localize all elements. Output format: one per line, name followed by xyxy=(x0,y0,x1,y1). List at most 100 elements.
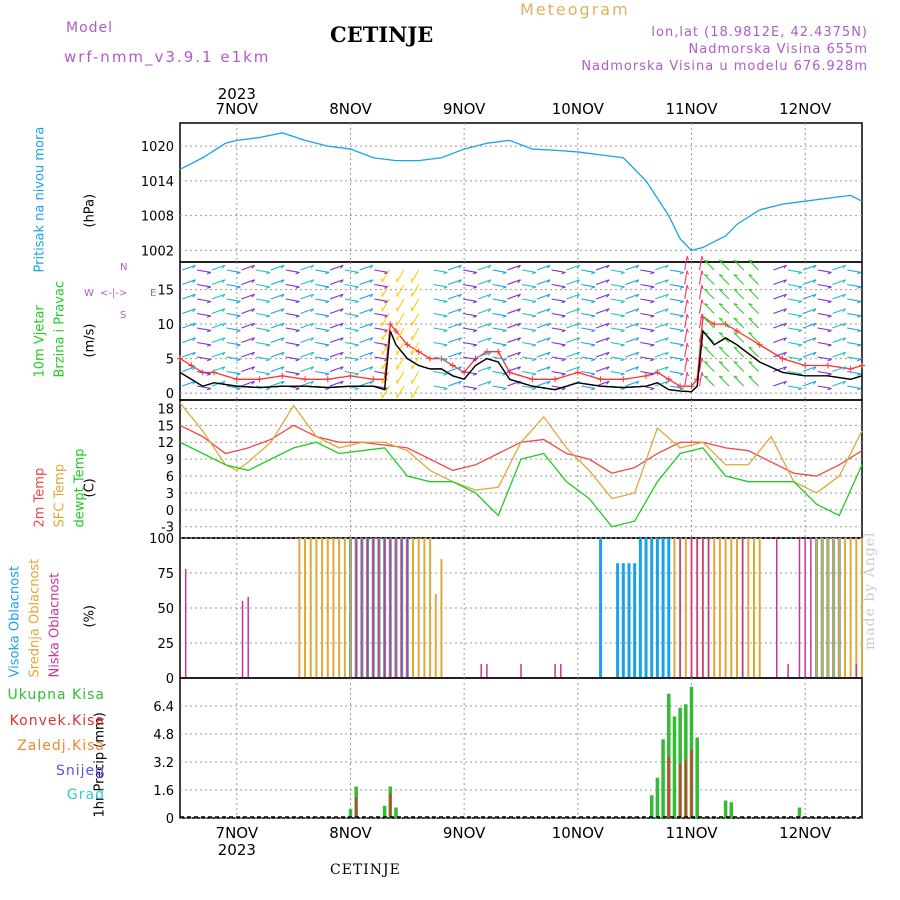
wind-arrow-head xyxy=(620,373,625,376)
wind-arrow-head xyxy=(679,286,684,289)
wind-arrow xyxy=(703,259,715,271)
wind-arrow-head xyxy=(576,293,581,298)
wind-arrow xyxy=(411,269,420,283)
wind-arrow xyxy=(595,366,610,373)
wind-arrow-head xyxy=(487,264,492,269)
wind-arrow xyxy=(847,312,862,317)
bar-4-0 xyxy=(348,809,353,818)
wind-arrow xyxy=(211,308,226,315)
top-day-label: 8NOV xyxy=(329,100,372,118)
wind-arrow xyxy=(211,366,226,373)
y-tick-label: 1014 xyxy=(141,175,174,190)
wind-arrow xyxy=(256,269,271,273)
wind-arrow-head xyxy=(812,308,817,313)
wind-arrow-head xyxy=(251,366,255,371)
wind-arrow-head xyxy=(665,380,669,385)
bar-3-0 xyxy=(638,538,642,678)
wind-arrow xyxy=(507,264,521,271)
wind-arrow-head xyxy=(236,373,241,376)
wind-arrow-head xyxy=(591,300,596,304)
wind-arrow-head xyxy=(857,373,862,376)
wind-arrow xyxy=(698,256,703,271)
wind-arrow xyxy=(374,283,389,288)
wind-arrow xyxy=(847,370,862,375)
wind-arrow-head xyxy=(606,337,610,342)
wind-arrow-head xyxy=(812,279,817,284)
wind-arrow-head xyxy=(797,344,803,347)
wind-arrow-head xyxy=(458,293,462,298)
bar-3-1 xyxy=(838,538,841,678)
wind-arrow-head xyxy=(265,387,271,391)
compass-w-label: W xyxy=(84,288,94,299)
wind-arrow xyxy=(285,327,300,331)
wind-arrow xyxy=(300,308,314,315)
wind-arrow-head xyxy=(650,387,655,391)
bar-3-2 xyxy=(241,601,244,678)
wind-arrow-head xyxy=(606,366,610,371)
wind-arrow xyxy=(448,351,462,358)
wind-arrow-head xyxy=(517,366,521,371)
wind-arrow-head xyxy=(606,308,610,313)
bar-3-1 xyxy=(332,538,335,678)
wind-arrow-head xyxy=(251,380,255,385)
wind-arrow-head xyxy=(547,351,551,356)
wind-arrow xyxy=(703,361,715,372)
wind-arrow-head xyxy=(251,308,255,313)
wind-arrow-head xyxy=(472,373,477,376)
wind-arrow xyxy=(315,356,330,360)
wind-arrow xyxy=(625,351,639,358)
wind-arrow-head xyxy=(591,373,596,376)
wind-arrow xyxy=(182,293,196,300)
wind-arrow xyxy=(595,351,610,358)
model-name: wrf-nmm_v3.9.1 e1km xyxy=(64,48,271,66)
wind-arrow xyxy=(610,341,625,346)
wind-arrow-head xyxy=(783,264,787,269)
bar-3-0 xyxy=(633,563,637,678)
bar-3-0 xyxy=(616,563,620,678)
wind-arrow-head xyxy=(487,351,492,356)
wind-arrow-head xyxy=(704,259,709,262)
bottom-day-label: 10NOV xyxy=(552,824,605,842)
wind-arrow xyxy=(433,385,448,389)
wind-arrow-head xyxy=(842,351,847,356)
wind-arrow-head xyxy=(686,256,689,261)
wind-arrow-head xyxy=(576,366,581,371)
y-tick-label: 9 xyxy=(166,453,174,468)
wind-arrow-head xyxy=(686,270,689,275)
wind-arrow xyxy=(733,274,745,285)
wind-arrow xyxy=(492,341,507,346)
wind-arrow xyxy=(581,385,596,389)
wind-arrow-head xyxy=(354,387,359,391)
wind-arrow xyxy=(226,356,241,360)
wind-arrow-head xyxy=(236,387,241,391)
wind-arrow-head xyxy=(576,337,581,342)
bar-3-1 xyxy=(821,538,824,678)
wind-arrow-head xyxy=(472,329,477,333)
wind-arrow xyxy=(396,269,405,283)
bar-4-0 xyxy=(394,807,398,818)
wind-arrow xyxy=(773,264,787,271)
wind-arrow-head xyxy=(842,293,847,298)
wind-arrow-head xyxy=(251,279,255,284)
wind-arrow-head xyxy=(354,344,359,347)
wind-arrow xyxy=(381,313,390,326)
wind-arrow-head xyxy=(310,366,315,371)
wind-arrow xyxy=(196,356,211,360)
gust-marker xyxy=(802,362,809,369)
wind-arrow xyxy=(374,298,389,302)
wind-arrow-head xyxy=(236,358,241,362)
bar-3-1 xyxy=(304,538,307,678)
wind-arrow xyxy=(802,380,817,387)
wind-arrow xyxy=(381,385,390,399)
wind-arrow xyxy=(285,312,300,317)
wind-arrow-head xyxy=(192,322,196,327)
bar-4-1 xyxy=(389,793,392,818)
wind-arrow-head xyxy=(748,346,753,349)
wind-arrow xyxy=(718,375,730,387)
wind-arrow xyxy=(522,312,537,317)
wind-arrow xyxy=(433,356,448,360)
wind-arrow-head xyxy=(650,358,655,362)
wind-arrow xyxy=(733,346,745,358)
bar-3-0 xyxy=(650,538,654,678)
wind-arrow-head xyxy=(325,271,330,275)
